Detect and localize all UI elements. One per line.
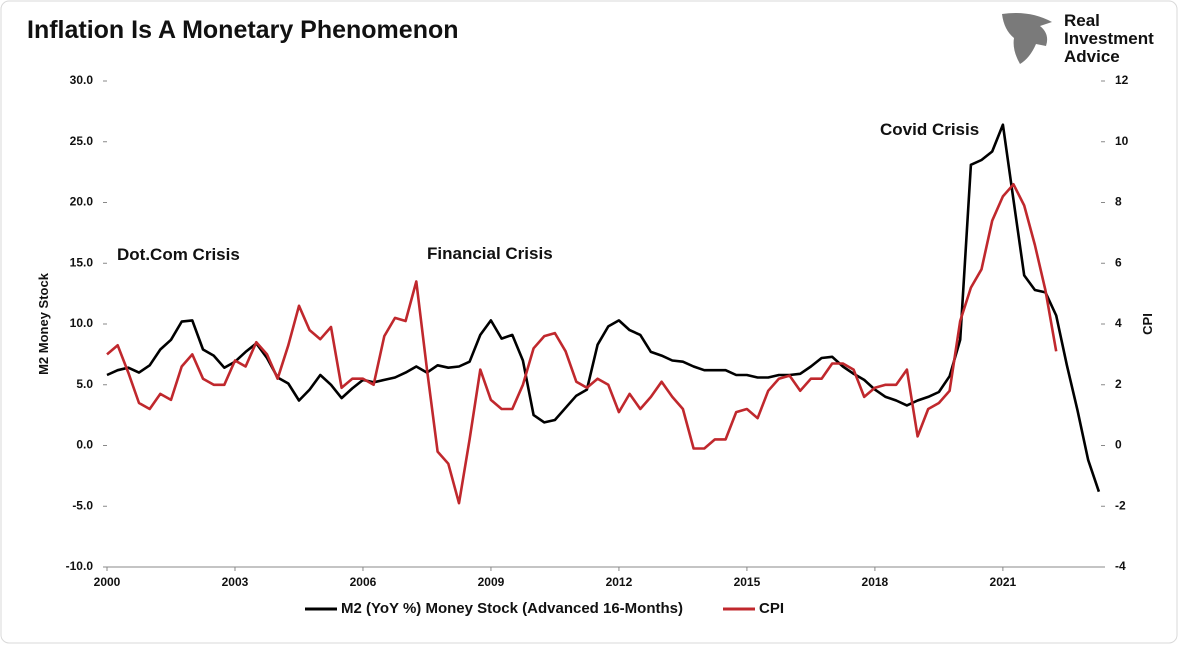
brand-text: Investment <box>1064 29 1154 48</box>
y-tick-label: 0.0 <box>76 438 93 452</box>
y-tick-label: 15.0 <box>70 255 94 269</box>
y2-tick-label: 0 <box>1115 438 1122 452</box>
y-tick-label: -10.0 <box>66 559 94 573</box>
logo: Real Investment Advice <box>1002 11 1154 66</box>
x-tick-label: 2018 <box>862 575 889 589</box>
y2-tick-label: 8 <box>1115 195 1122 209</box>
series-line <box>106 183 1058 505</box>
y2-tick-label: 6 <box>1115 255 1122 269</box>
logo-icon <box>1002 13 1052 64</box>
y-tick-label: 5.0 <box>76 377 93 391</box>
x-tick-label: 2003 <box>222 575 249 589</box>
annotation: Covid Crisis <box>880 120 979 139</box>
y2-tick-label: 10 <box>1115 134 1129 148</box>
chart-title: Inflation Is A Monetary Phenomenon <box>27 16 459 44</box>
y2-tick-label: 4 <box>1115 316 1122 330</box>
y2-tick-label: -4 <box>1115 559 1126 573</box>
x-tick-label: 2012 <box>606 575 633 589</box>
x-tick-label: 2021 <box>990 575 1017 589</box>
y-tick-label: -5.0 <box>72 498 93 512</box>
brand-text: Advice <box>1064 47 1120 66</box>
y-tick-label: 30.0 <box>70 73 94 87</box>
x-tick-label: 2006 <box>350 575 377 589</box>
legend-label: CPI <box>759 600 784 617</box>
y2-tick-label: 12 <box>1115 73 1129 87</box>
brand-text: Real <box>1064 11 1100 30</box>
y-tick-label: 20.0 <box>70 195 94 209</box>
x-tick-label: 2000 <box>94 575 121 589</box>
annotation: Dot.Com Crisis <box>117 245 240 264</box>
y-tick-label: 25.0 <box>70 134 94 148</box>
annotation: Financial Crisis <box>427 244 553 263</box>
y2-tick-label: 2 <box>1115 377 1122 391</box>
y-tick-label: 10.0 <box>70 316 94 330</box>
x-tick-label: 2015 <box>734 575 761 589</box>
y2-tick-label: -2 <box>1115 498 1126 512</box>
x-tick-label: 2009 <box>478 575 505 589</box>
legend-label: M2 (YoY %) Money Stock (Advanced 16-Mont… <box>341 600 683 617</box>
y-axis-label: M2 Money Stock <box>36 272 51 375</box>
y2-axis-label: CPI <box>1140 313 1155 335</box>
